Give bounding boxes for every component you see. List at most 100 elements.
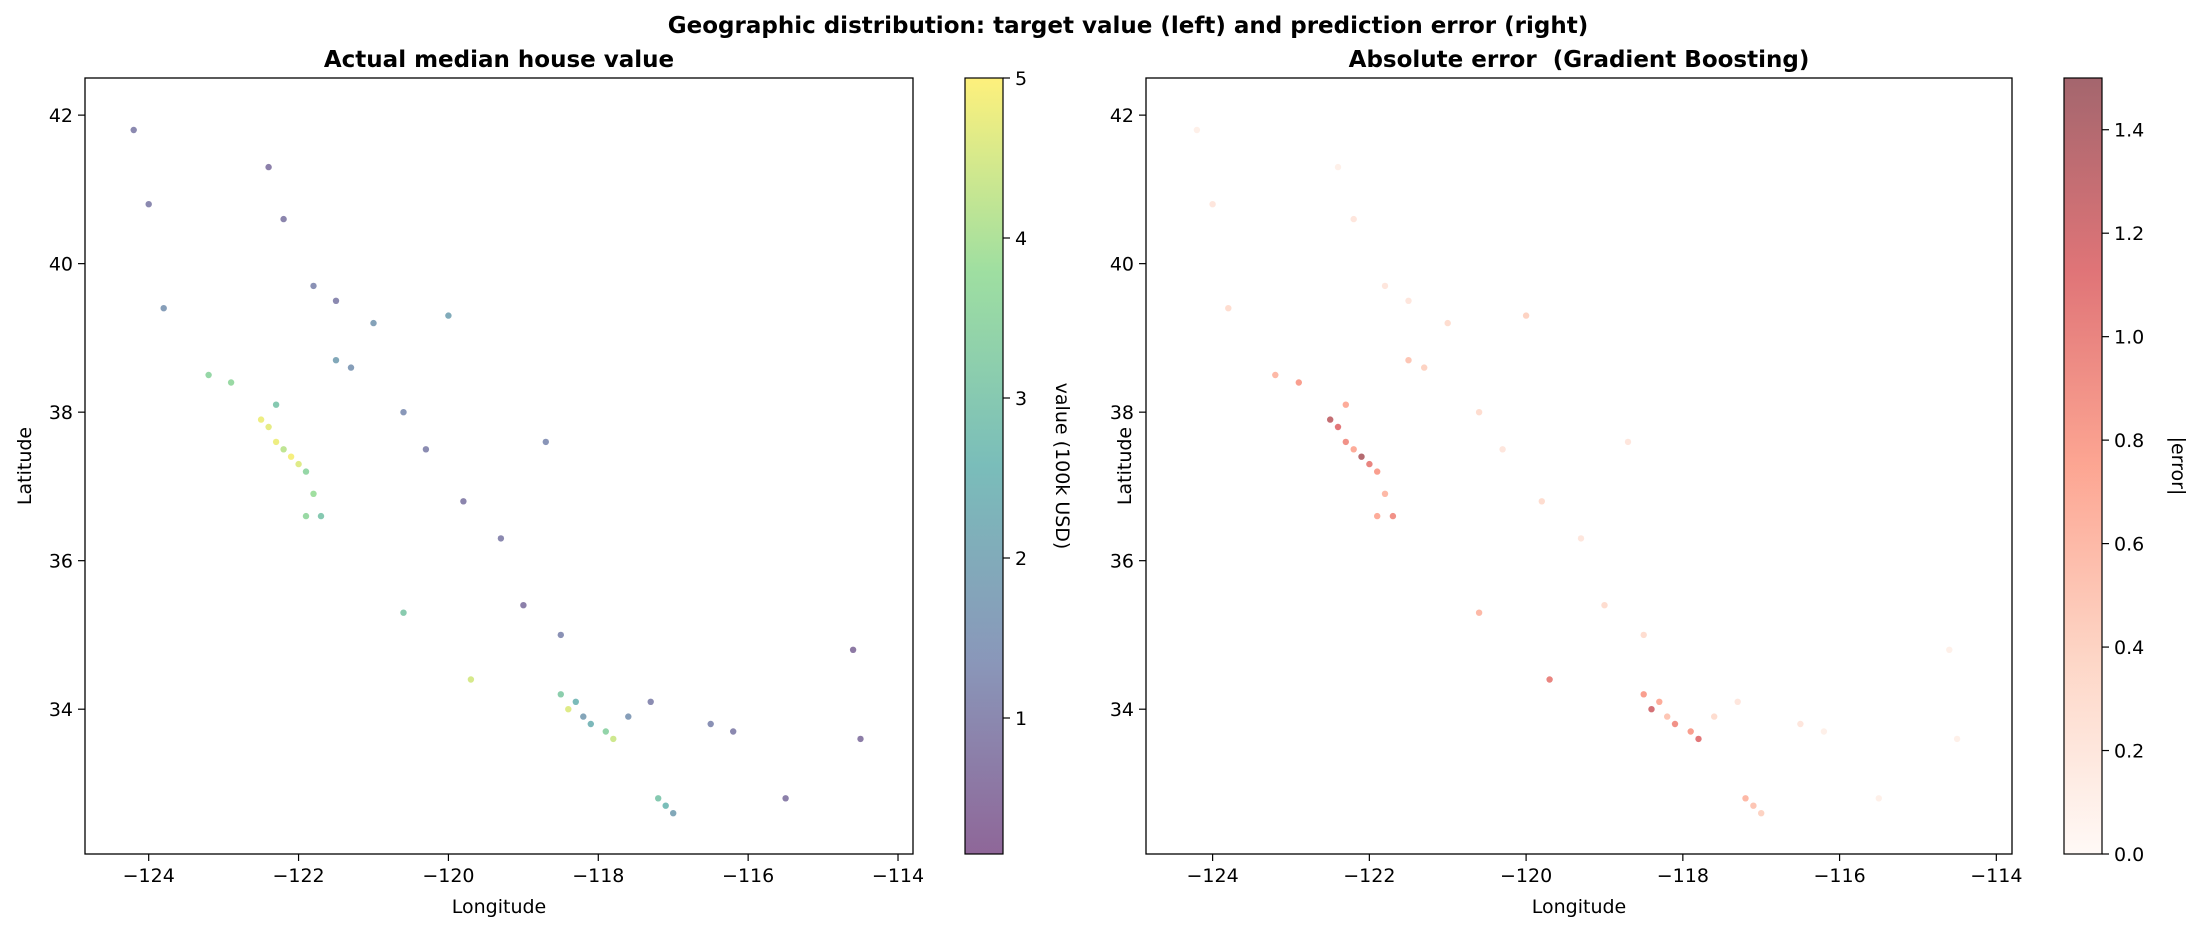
scatter-point	[1366, 460, 1373, 468]
scatter-point	[1742, 795, 1749, 802]
scatter-point	[1389, 512, 1397, 520]
scatter-point	[707, 720, 714, 728]
left-colorbar-label: value (100k USD)	[1051, 383, 1073, 550]
scatter-point	[1444, 319, 1451, 327]
scatter-point	[130, 126, 137, 134]
scatter-point	[347, 364, 355, 371]
colorbar-tick-label: 1	[1015, 708, 1027, 730]
figure-suptitle: Geographic distribution: target value (l…	[668, 13, 1588, 39]
colorbar-tick-label: 2	[1015, 548, 1027, 570]
scatter-point	[265, 423, 272, 431]
colorbar-tick-label: 0.0	[2114, 844, 2144, 866]
scatter-point	[1734, 698, 1741, 705]
colorbar-tick-label: 1.0	[2114, 327, 2144, 349]
x-tick-label: −120	[422, 865, 474, 887]
scatter-point	[310, 282, 317, 290]
scatter-point	[1421, 364, 1428, 371]
right-y-axis-label: Latitude	[1114, 427, 1136, 505]
scatter-point	[227, 379, 235, 386]
colorbar-tick-label: 1.4	[2114, 120, 2144, 142]
y-tick-label: 36	[49, 551, 73, 573]
right-colorbar-gradient	[2064, 78, 2102, 854]
scatter-point	[1664, 713, 1671, 720]
scatter-point	[272, 401, 280, 408]
scatter-point	[1797, 720, 1804, 728]
x-tick-label: −114	[872, 865, 924, 887]
scatter-point	[557, 631, 564, 639]
scatter-point	[1671, 720, 1679, 728]
scatter-point	[572, 698, 579, 705]
scatter-point	[265, 163, 272, 171]
x-tick-label: −118	[572, 865, 624, 887]
right-panel: Absolute error (Gradient Boosting) −124−…	[1110, 47, 2189, 918]
scatter-point	[1295, 379, 1303, 386]
right-x-axis-ticks: −124 −122 −120 −118 −116 −114	[1187, 854, 2022, 887]
left-scatter-points	[130, 126, 864, 817]
x-tick-label: −122	[272, 865, 324, 887]
colorbar-tick-label: 0.8	[2114, 430, 2144, 452]
scatter-point	[1381, 490, 1389, 497]
scatter-point	[1577, 535, 1585, 542]
scatter-point	[295, 460, 302, 468]
scatter-point	[317, 512, 325, 520]
scatter-point	[857, 735, 864, 743]
scatter-point	[1640, 691, 1647, 698]
scatter-point	[1875, 795, 1883, 802]
scatter-point	[587, 720, 594, 728]
scatter-point	[467, 676, 475, 683]
scatter-point	[662, 802, 669, 809]
right-scatter-points	[1193, 126, 1961, 817]
x-tick-label: −122	[1343, 865, 1395, 887]
scatter-point	[1272, 371, 1279, 379]
scatter-point	[1522, 312, 1530, 319]
scatter-point	[782, 795, 789, 802]
scatter-point	[625, 713, 632, 720]
scatter-point	[1350, 446, 1357, 453]
scatter-point	[1624, 438, 1632, 446]
x-tick-label: −118	[1657, 865, 1709, 887]
left-plot-title: Actual median house value	[324, 47, 674, 73]
scatter-point	[1695, 735, 1702, 743]
y-tick-label: 38	[1110, 402, 1134, 424]
scatter-point	[422, 446, 430, 453]
x-tick-label: −116	[722, 865, 774, 887]
scatter-point	[1475, 609, 1483, 616]
scatter-point	[1475, 409, 1483, 416]
scatter-point	[460, 498, 467, 505]
scatter-point	[1209, 201, 1216, 208]
left-plot-frame	[84, 77, 914, 855]
scatter-point	[1334, 423, 1342, 431]
left-colorbar-ticks: 1 2 3 4 5	[1003, 68, 1027, 730]
scatter-point	[1648, 706, 1655, 713]
scatter-point	[272, 438, 280, 446]
x-tick-label: −116	[1813, 865, 1865, 887]
scatter-point	[497, 535, 505, 542]
x-tick-label: −124	[123, 865, 175, 887]
scatter-point	[1334, 163, 1342, 171]
scatter-point	[520, 602, 527, 609]
x-tick-label: −120	[1500, 865, 1552, 887]
left-y-axis-ticks: 34 36 38 40 42	[49, 105, 85, 721]
scatter-point	[257, 416, 265, 423]
scatter-point	[205, 371, 212, 379]
right-x-axis-label: Longitude	[1532, 896, 1627, 918]
y-tick-label: 40	[49, 254, 73, 276]
scatter-point	[655, 795, 662, 802]
scatter-point	[542, 438, 549, 446]
scatter-point	[1601, 602, 1608, 609]
scatter-point	[1405, 357, 1412, 364]
scatter-point	[370, 319, 377, 327]
left-colorbar-gradient	[965, 78, 1003, 854]
y-tick-label: 38	[49, 402, 73, 424]
scatter-point	[1953, 735, 1961, 743]
scatter-point	[310, 490, 317, 497]
right-colorbar-label: |error|	[2167, 437, 2189, 496]
scatter-point	[610, 735, 617, 743]
x-tick-label: −114	[1970, 865, 2022, 887]
scatter-point	[580, 713, 587, 720]
scatter-point	[1656, 698, 1663, 705]
scatter-point	[670, 810, 677, 817]
colorbar-tick-label: 3	[1015, 388, 1027, 410]
scatter-point	[1358, 453, 1365, 460]
